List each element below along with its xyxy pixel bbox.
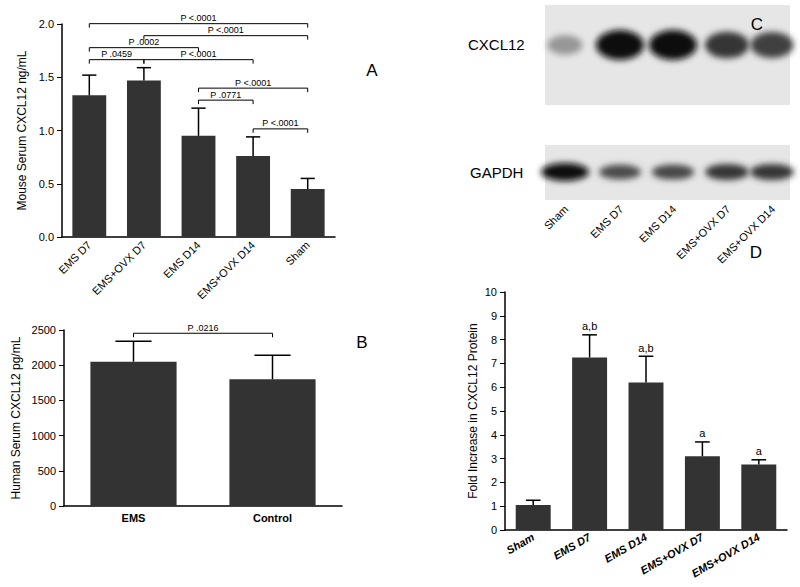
svg-text:Mouse Serum CXCL12 ng/mL: Mouse Serum CXCL12 ng/mL: [15, 50, 29, 210]
svg-text:6: 6: [491, 381, 497, 393]
svg-text:EMS D7: EMS D7: [588, 203, 625, 240]
svg-text:P <.0001: P <.0001: [262, 118, 298, 128]
svg-text:8: 8: [491, 334, 497, 346]
svg-text:EMS+OVX D7: EMS+OVX D7: [638, 530, 706, 577]
svg-text:EMS D14: EMS D14: [161, 239, 203, 281]
svg-text:EMS+OVX D7: EMS+OVX D7: [90, 239, 148, 297]
svg-text:P <.0001: P <.0001: [235, 78, 271, 88]
svg-text:EMS+OVX D7: EMS+OVX D7: [674, 203, 732, 261]
svg-text:1.5: 1.5: [39, 71, 54, 83]
svg-text:0: 0: [491, 524, 497, 536]
svg-text:2000: 2000: [32, 359, 56, 371]
svg-text:1: 1: [491, 500, 497, 512]
svg-text:EMS+OVX D14: EMS+OVX D14: [715, 203, 778, 266]
svg-text:2: 2: [491, 476, 497, 488]
svg-text:P <.0001: P <.0001: [180, 49, 217, 60]
svg-text:4: 4: [491, 429, 497, 441]
svg-text:EMS D14: EMS D14: [602, 531, 649, 565]
svg-text:P .0002: P .0002: [128, 37, 160, 48]
svg-text:GAPDH: GAPDH: [470, 164, 523, 181]
svg-text:a: a: [756, 445, 763, 457]
svg-text:a,b: a,b: [638, 342, 653, 354]
svg-text:EMS+OVX D14: EMS+OVX D14: [195, 239, 258, 302]
svg-text:EMS D14: EMS D14: [637, 203, 679, 245]
svg-text:10: 10: [485, 286, 497, 298]
svg-text:0.5: 0.5: [39, 178, 54, 190]
svg-text:Fold Increase in CXCL12 Protei: Fold Increase in CXCL12 Protein: [466, 323, 480, 498]
svg-text:2500: 2500: [32, 324, 56, 336]
svg-text:P .0771: P .0771: [210, 90, 241, 100]
svg-text:B: B: [356, 333, 367, 352]
svg-text:Sham: Sham: [504, 531, 536, 556]
svg-text:EMS D7: EMS D7: [56, 239, 93, 276]
svg-text:P .0216: P .0216: [188, 323, 219, 333]
svg-text:D: D: [750, 243, 762, 262]
svg-text:CXCL12: CXCL12: [468, 36, 525, 53]
svg-text:3: 3: [491, 453, 497, 465]
svg-text:1.0: 1.0: [39, 125, 54, 137]
svg-text:5: 5: [491, 405, 497, 417]
svg-text:0.0: 0.0: [39, 231, 54, 243]
svg-text:P <.0001: P <.0001: [208, 25, 244, 35]
svg-text:1000: 1000: [32, 430, 56, 442]
svg-text:C: C: [751, 15, 763, 34]
svg-text:500: 500: [38, 465, 56, 477]
svg-text:1500: 1500: [32, 394, 56, 406]
svg-text:P <.0001: P <.0001: [180, 13, 216, 23]
svg-text:0: 0: [50, 500, 56, 512]
svg-text:Sham: Sham: [542, 203, 571, 232]
svg-text:7: 7: [491, 357, 497, 369]
svg-text:2.0: 2.0: [39, 18, 54, 30]
svg-text:a,b: a,b: [582, 320, 597, 332]
svg-text:Sham: Sham: [283, 239, 312, 268]
svg-text:EMS D7: EMS D7: [551, 530, 593, 561]
svg-text:9: 9: [491, 310, 497, 322]
svg-text:P .0459: P .0459: [101, 49, 132, 59]
svg-text:A: A: [366, 61, 378, 80]
svg-text:EMS+OVX D14: EMS+OVX D14: [689, 531, 761, 580]
svg-text:Control: Control: [253, 512, 292, 524]
svg-text:a: a: [699, 427, 706, 439]
svg-text:EMS: EMS: [122, 512, 146, 524]
svg-text:Human Serum CXCL12 pg/mL: Human Serum CXCL12 pg/mL: [9, 336, 23, 499]
